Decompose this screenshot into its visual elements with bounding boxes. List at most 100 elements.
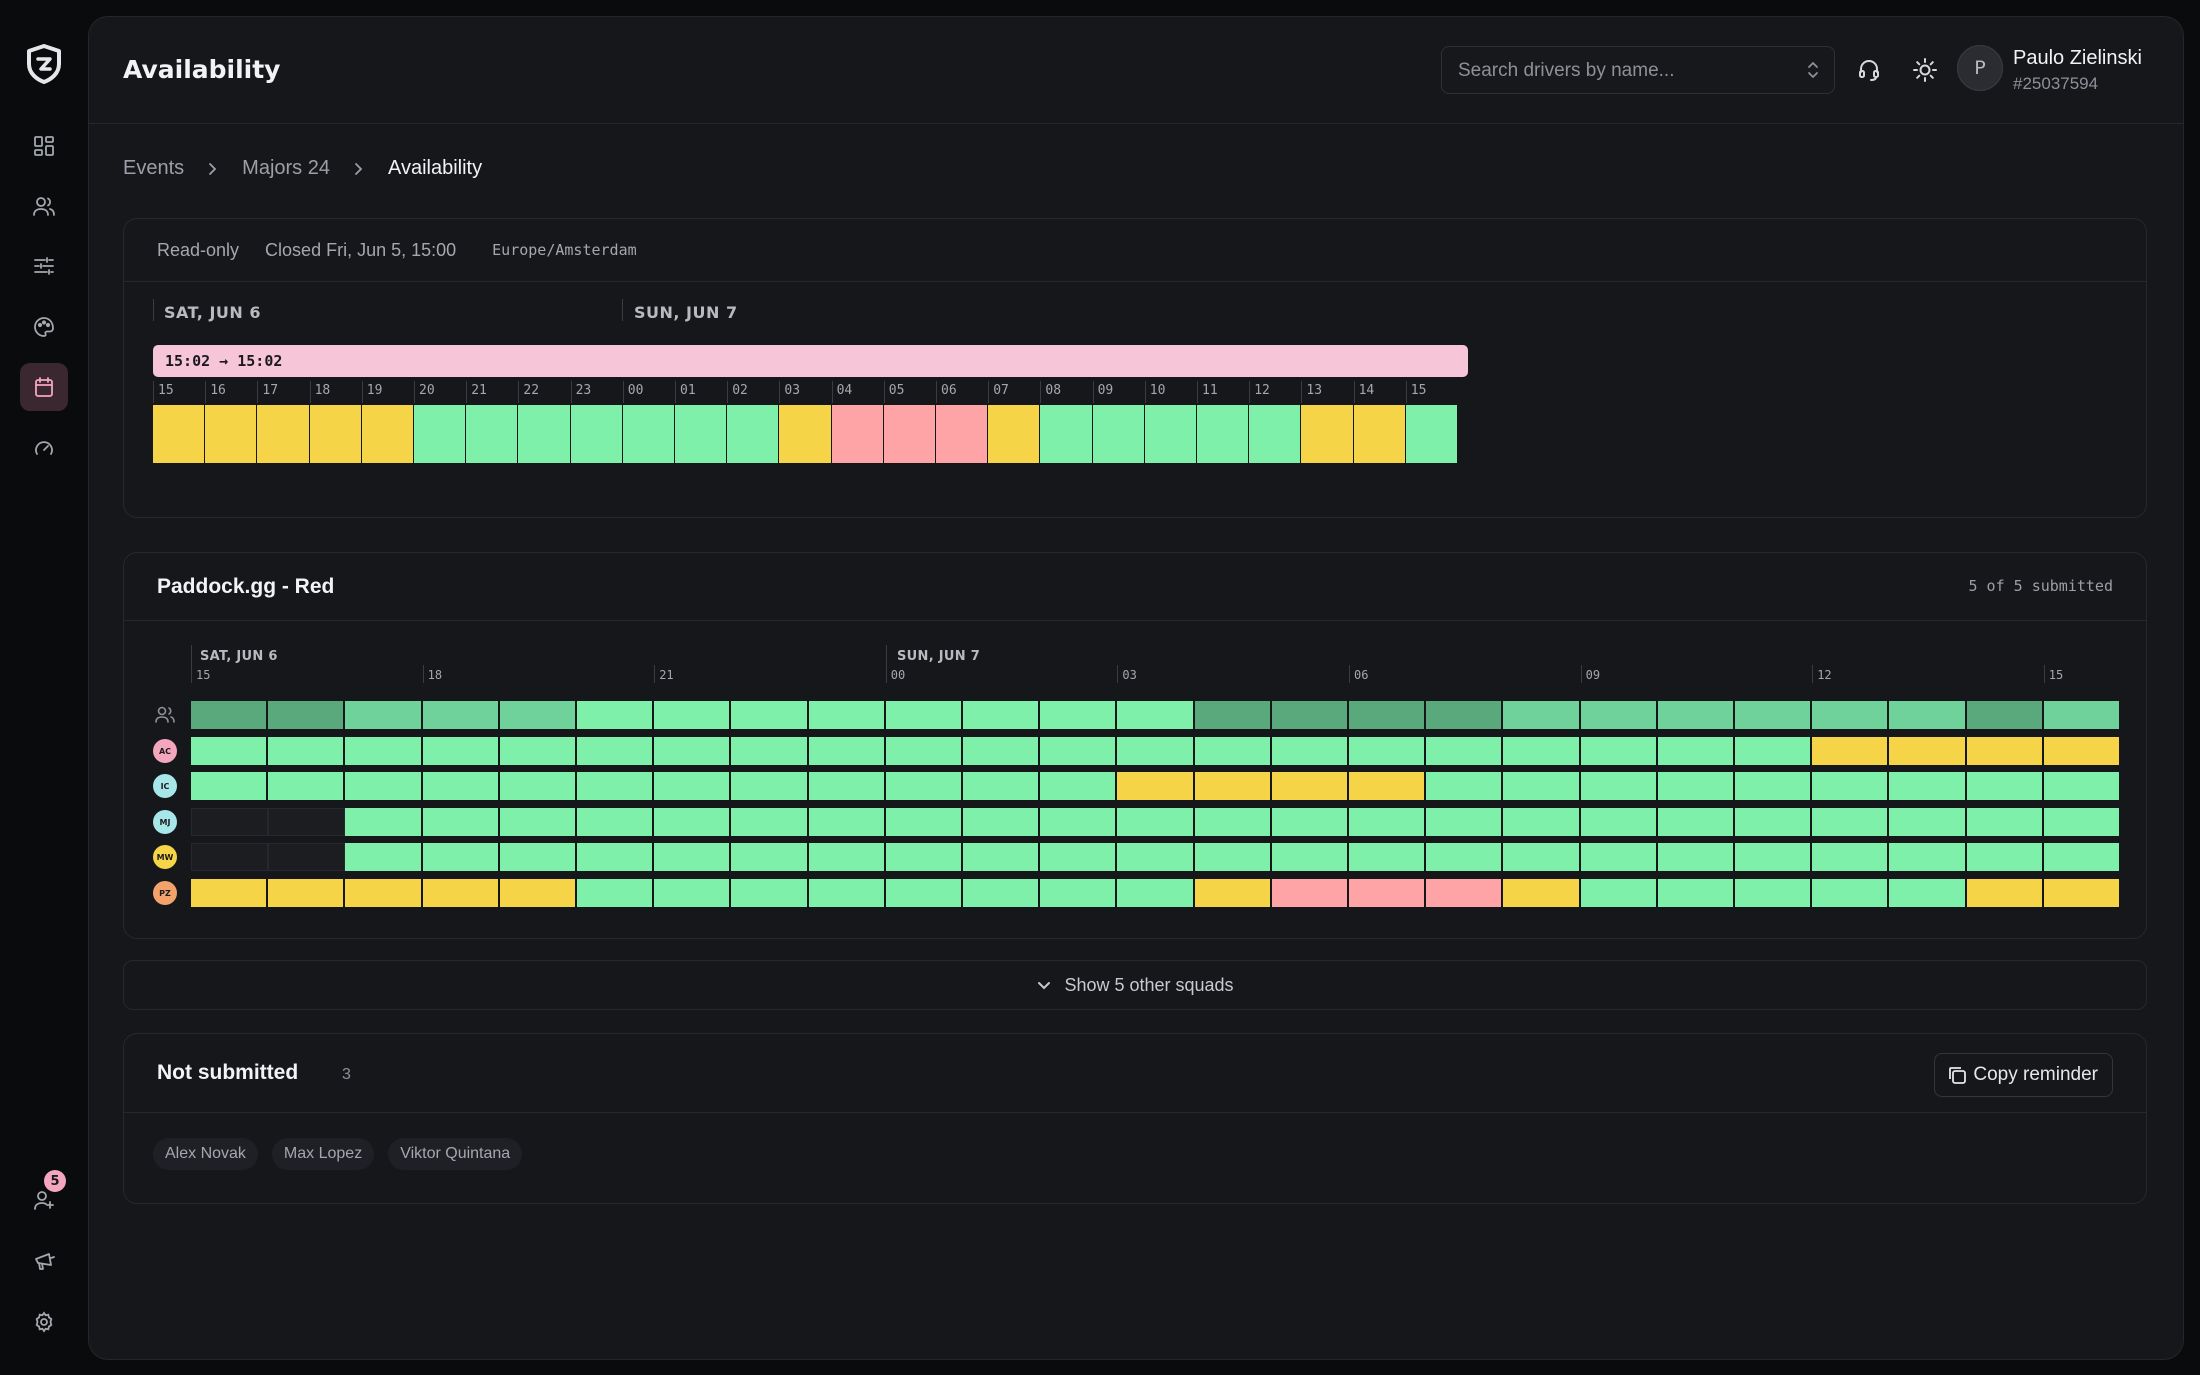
not-submitted-list: Alex Novak Max Lopez Viktor Quintana — [153, 1138, 523, 1170]
squad-tick-line — [654, 665, 656, 683]
squad-summary-cell — [1117, 701, 1195, 729]
hour-cell — [1092, 405, 1145, 463]
squad-tick-line — [885, 645, 887, 683]
driver-slot-cell — [731, 879, 809, 907]
hour-tick: 00 — [627, 383, 644, 398]
driver-slot-cell — [1426, 808, 1504, 836]
users-icon — [33, 197, 55, 216]
show-other-squads-button[interactable]: Show 5 other squads — [123, 960, 2147, 1010]
squad-tick-line — [1349, 665, 1350, 683]
driver-slot-cell — [1040, 879, 1118, 907]
driver-slot-cell — [191, 879, 269, 907]
driver-slot-cell — [1194, 843, 1272, 871]
sun-theme-icon[interactable] — [1912, 57, 1938, 83]
driver-slot-cell — [1657, 737, 1735, 765]
driver-chip: Viktor Quintana — [388, 1138, 523, 1170]
squad-summary-cell — [963, 701, 1041, 729]
driver-chip: Alex Novak — [153, 1138, 258, 1170]
driver-slot-cell — [731, 843, 809, 871]
copy-reminder-button[interactable]: Copy reminder — [1934, 1053, 2113, 1097]
hour-cell — [257, 405, 310, 463]
driver-slot-cell — [963, 879, 1041, 907]
squad-tick: 06 — [1354, 668, 1369, 682]
sidebar-item-drivers[interactable] — [20, 182, 68, 230]
driver-slot-cell — [963, 772, 1041, 800]
hour-tick-line — [831, 381, 833, 403]
driver-slot-cell — [1349, 808, 1427, 836]
show-other-squads-label: Show 5 other squads — [1064, 974, 1234, 995]
hour-tick-line — [988, 381, 990, 403]
chevron-right-icon — [209, 162, 217, 175]
hour-tick-line — [675, 381, 676, 403]
squad-summary-cell — [1657, 701, 1735, 729]
hour-tick: 01 — [680, 383, 696, 398]
driver-slot-cell — [191, 772, 269, 800]
hour-tick-line — [1301, 381, 1303, 403]
driver-slot-cell — [1735, 772, 1813, 800]
driver-slot-cell — [963, 737, 1041, 765]
driver-slot-cell — [1889, 879, 1967, 907]
user-name: Paulo Zielinski — [2013, 47, 2142, 69]
day-divider — [153, 299, 154, 321]
driver-slot-cell — [1966, 879, 2044, 907]
squad-tick: 21 — [659, 668, 674, 682]
squad-summary-cell — [422, 701, 500, 729]
hour-cell — [1197, 405, 1250, 463]
squad-summary-cell — [808, 701, 886, 729]
sidebar-item-events[interactable] — [20, 363, 68, 411]
user-plus-icon — [34, 1191, 54, 1210]
hour-tick: 21 — [471, 383, 487, 398]
chevron-up-down-icon[interactable] — [1806, 60, 1820, 80]
hour-tick: 14 — [1358, 383, 1375, 398]
search-input[interactable] — [1456, 47, 1790, 95]
submitted-count: 5 of 5 submitted — [1968, 577, 2114, 595]
sidebar-item-settings[interactable] — [20, 1298, 68, 1346]
driver-search[interactable] — [1441, 46, 1835, 95]
hour-tick-line — [1040, 381, 1042, 403]
driver-slot-cell — [654, 808, 732, 836]
breadcrumb-majors[interactable]: Majors 24 — [242, 157, 330, 179]
hour-tick: 20 — [419, 383, 435, 398]
hour-cell — [1405, 405, 1458, 463]
copy-icon — [1949, 1067, 1967, 1084]
driver-slot-cell — [963, 843, 1041, 871]
hour-cell — [1353, 405, 1406, 463]
hour-cell — [988, 405, 1041, 463]
hour-tick-line — [1144, 381, 1146, 403]
gear-icon — [35, 1311, 53, 1333]
sidebar-item-telemetry[interactable] — [20, 424, 68, 472]
driver-slot-cell — [1426, 879, 1504, 907]
hour-tick: 06 — [941, 383, 957, 398]
squad-tick: 00 — [890, 668, 906, 682]
breadcrumb-events[interactable]: Events — [123, 157, 185, 179]
driver-slot-cell — [885, 843, 963, 871]
sidebar-item-dashboard[interactable] — [20, 122, 68, 170]
user-id: #25037594 — [2013, 74, 2099, 93]
driver-slot-cell — [1271, 808, 1349, 836]
shield-logo-icon[interactable] — [26, 44, 62, 84]
avatar[interactable]: P — [1957, 45, 2003, 91]
hour-cell — [622, 405, 675, 463]
driver-slot-cell — [1580, 808, 1658, 836]
driver-slot-cell — [1580, 737, 1658, 765]
driver-slot-cell — [499, 879, 577, 907]
sidebar-item-liveries[interactable] — [20, 303, 68, 351]
hour-tick-line — [779, 381, 781, 403]
driver-slot-cell — [2043, 843, 2121, 871]
event-availability-card: Read-only Closed Fri, Jun 5, 15:00 Europ… — [123, 218, 2147, 518]
driver-slot-cell — [422, 879, 500, 907]
squad-card: Paddock.gg - Red 5 of 5 submitted SAT, J… — [123, 552, 2147, 939]
driver-slot-cell — [654, 843, 732, 871]
sidebar-item-invites[interactable]: 5 — [20, 1170, 68, 1224]
squad-summary-cell — [654, 701, 732, 729]
sidebar-item-announcements[interactable] — [20, 1237, 68, 1285]
driver-slot-cell — [1117, 772, 1195, 800]
driver-slot-cell — [1426, 772, 1504, 800]
sidebar-item-settings-sliders[interactable] — [20, 242, 68, 290]
squad-tick: 18 — [427, 668, 443, 682]
not-submitted-card: Not submitted 3 Copy reminder Alex Novak… — [123, 1033, 2147, 1204]
driver-slot-cell — [1503, 737, 1581, 765]
headset-support-icon[interactable] — [1856, 57, 1882, 83]
squad-summary-cell — [1580, 701, 1658, 729]
squad-users-icon — [155, 706, 175, 723]
